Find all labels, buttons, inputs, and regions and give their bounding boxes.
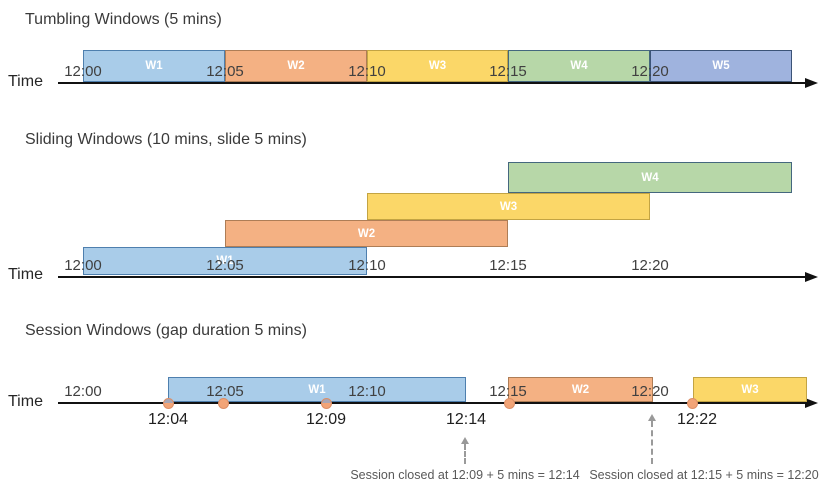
dashed-line (464, 444, 466, 464)
window-bar (168, 377, 466, 402)
window-bar (225, 50, 367, 82)
event-dot (320, 397, 332, 409)
time-axis (58, 276, 808, 278)
window-bar-label: W2 (357, 227, 376, 240)
window-bar (508, 50, 650, 82)
arrow-right-icon (805, 272, 818, 282)
tick-label: 12:05 (206, 257, 244, 274)
arrow-up-icon (647, 414, 657, 464)
section-title: Session Windows (gap duration 5 mins) (25, 322, 307, 339)
window-bar-label: W5 (712, 60, 730, 72)
tick-label: 12:20 (631, 63, 669, 80)
event-time-label: 12:09 (305, 411, 347, 428)
event-dot (217, 397, 229, 409)
arrow-right-icon (805, 398, 818, 408)
section-title: Sliding Windows (10 mins, slide 5 mins) (25, 131, 307, 148)
window-bar (508, 377, 653, 402)
window-bar-label: W3 (741, 383, 759, 396)
tick-label: 12:15 (489, 383, 527, 400)
arrow-up-head-icon (461, 437, 469, 444)
window-bar-label: W4 (570, 60, 588, 72)
window-bar (508, 162, 792, 193)
time-axis-label: Time (8, 73, 43, 90)
arrow-right-icon (805, 78, 818, 88)
dashed-line (651, 421, 653, 464)
event-dot (686, 397, 698, 409)
arrow-up-head-icon (648, 414, 656, 421)
time-axis (58, 82, 808, 84)
arrow-up-icon (460, 437, 470, 464)
window-bar-label: W3 (499, 200, 518, 213)
tick-label: 12:05 (206, 383, 244, 400)
tick-label: 12:15 (489, 63, 527, 80)
window-bar (225, 220, 508, 247)
window-bar-label: W2 (571, 383, 590, 396)
window-bar (650, 50, 792, 82)
tick-label: 12:20 (631, 257, 669, 274)
tick-label: 12:05 (206, 63, 244, 80)
event-time-label: 12:22 (676, 411, 718, 428)
window-bar (693, 377, 807, 402)
window-bar-label: W3 (428, 60, 447, 72)
event-time-label: 12:04 (147, 411, 189, 428)
window-bar (367, 50, 508, 82)
session-closed-annotation: Session closed at 12:15 + 5 mins = 12:20 (589, 468, 819, 482)
window-bar-label: W4 (641, 171, 659, 184)
tick-label: 12:10 (348, 63, 386, 80)
section-title: Tumbling Windows (5 mins) (25, 11, 222, 28)
window-bar (83, 247, 367, 275)
session-closed-annotation: Session closed at 12:09 + 5 mins = 12:14 (350, 468, 580, 482)
time-axis (58, 402, 808, 404)
event-dot (162, 397, 174, 409)
time-axis-label: Time (8, 393, 43, 410)
window-bar-label: W1 (216, 255, 234, 267)
window-bar (367, 193, 650, 220)
tick-label: 12:00 (64, 63, 102, 80)
window-bar-label: W1 (308, 383, 326, 396)
tick-label: 12:10 (348, 383, 386, 400)
window-bar (83, 50, 225, 82)
event-dot (503, 397, 515, 409)
event-time-label: 12:14 (445, 411, 487, 428)
tick-label: 12:00 (64, 383, 102, 400)
window-bar-label: W1 (145, 60, 163, 72)
tick-label: 12:20 (631, 383, 669, 400)
time-axis-label: Time (8, 266, 43, 283)
tick-label: 12:00 (64, 257, 102, 274)
tick-label: 12:10 (348, 257, 386, 274)
tick-label: 12:15 (489, 257, 527, 274)
window-bar-label: W2 (287, 60, 305, 72)
